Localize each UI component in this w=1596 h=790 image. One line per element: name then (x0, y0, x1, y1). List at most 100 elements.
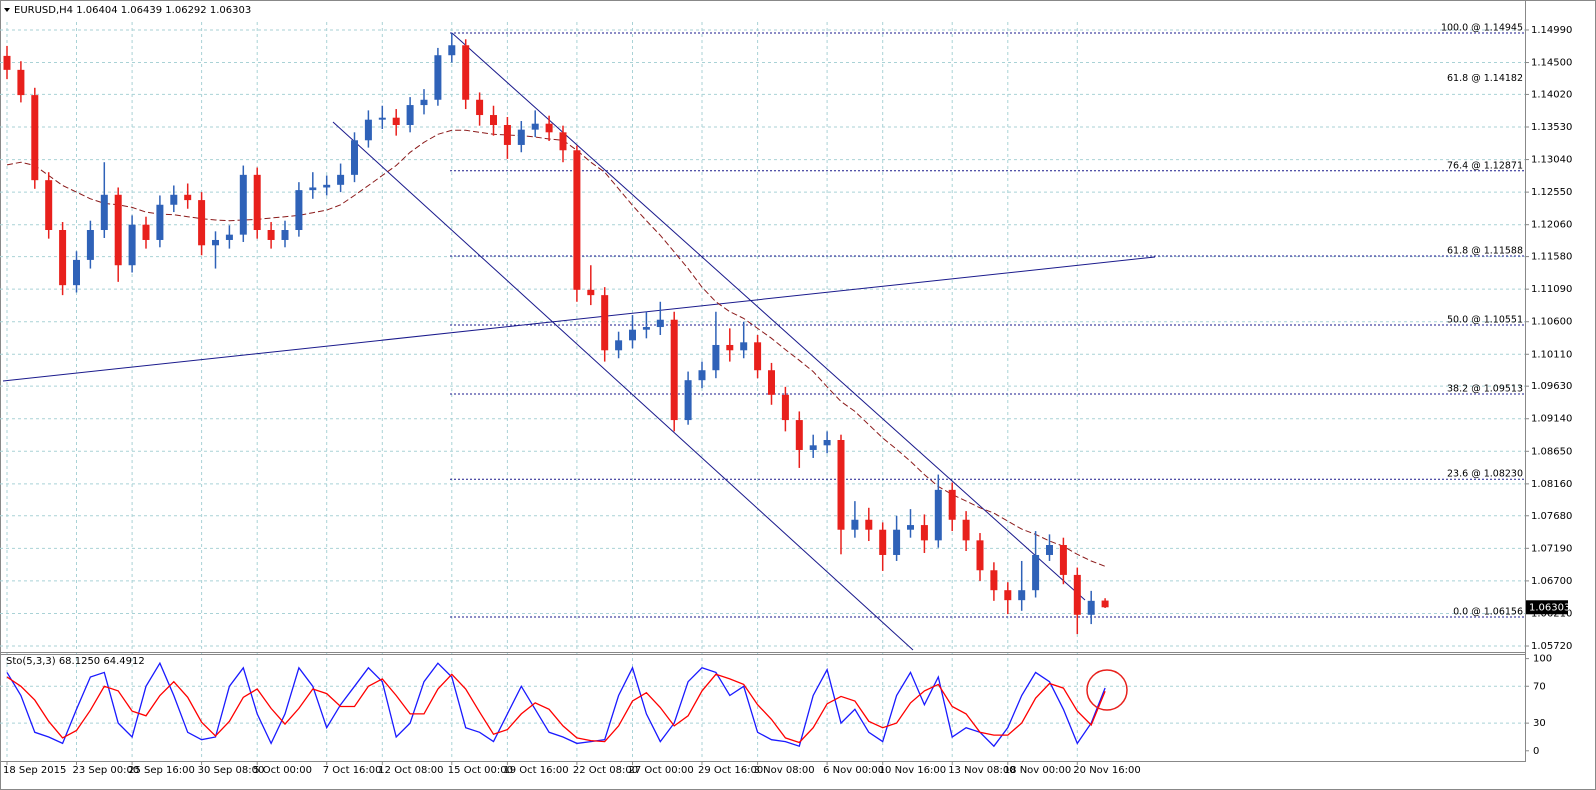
candle-body (170, 194, 178, 205)
candle-body (1059, 545, 1067, 575)
candle-body (3, 55, 11, 70)
candle-body (698, 370, 706, 381)
x-tick-label: 30 Sep 08:00 (198, 765, 265, 776)
y-tick-label: 1.11580 (1531, 252, 1572, 263)
candle-body (490, 115, 497, 126)
candle-body (351, 140, 358, 175)
indicator-line (6, 673, 1106, 744)
fib-label: 100.0 @ 1.14945 (1441, 22, 1523, 33)
candle-body (837, 440, 845, 530)
candle-body (1018, 590, 1026, 601)
candle-body (865, 519, 873, 530)
y-tick-label: 1.14020 (1531, 89, 1572, 100)
candle-body (517, 129, 525, 145)
candle-body (948, 489, 956, 520)
candle-body (962, 519, 970, 541)
candle-body (114, 194, 122, 266)
candle-body (323, 184, 331, 188)
candle-body (1046, 545, 1053, 555)
candle-body (531, 123, 539, 130)
candle-body (364, 119, 372, 141)
candle-body (712, 344, 720, 371)
x-tick-label: 27 Oct 00:00 (629, 765, 694, 776)
close: 1.06303 (210, 5, 251, 16)
symbol: EURUSD,H4 (14, 5, 73, 16)
candle-body (1073, 574, 1081, 615)
candle-body (86, 230, 94, 260)
y-tick-label: 1.10110 (1531, 349, 1572, 360)
candle-body (601, 295, 609, 351)
candle-body (851, 519, 859, 530)
y-tick-label: 1.09140 (1531, 414, 1572, 425)
y-tick-label: 1.08160 (1531, 479, 1572, 490)
candle-body (684, 380, 692, 421)
x-tick-label: 15 Oct 00:00 (448, 765, 513, 776)
y-tick-label: 1.11090 (1531, 284, 1572, 295)
y-tick-label: 0 (1533, 746, 1539, 757)
candle-body (670, 319, 678, 421)
x-tick-label: 10 Nov 16:00 (879, 765, 946, 776)
plot (3, 32, 1525, 748)
candle-body (59, 230, 67, 286)
candle-body (156, 204, 164, 240)
candle-body (17, 69, 25, 96)
fib-label: 61.8 @ 1.14182 (1447, 73, 1523, 84)
candle-body (45, 180, 53, 231)
x-tick-label: 23 Sep 00:00 (73, 765, 140, 776)
candle-body (253, 174, 261, 231)
moving-average (6, 129, 1106, 567)
candle-body (267, 230, 275, 240)
candle-body (545, 123, 553, 133)
candle-body (337, 174, 345, 185)
fib-label: 38.2 @ 1.09513 (1447, 383, 1523, 394)
candle-body (420, 99, 428, 106)
candle-body (100, 194, 108, 231)
candle-body (629, 329, 636, 341)
x-tick-label: 18 Sep 2015 (3, 765, 66, 776)
candle-body (795, 420, 803, 450)
candle-body (976, 540, 984, 571)
candle-body (309, 187, 317, 191)
low: 1.06292 (165, 5, 206, 16)
fib-label: 23.6 @ 1.08230 (1447, 469, 1523, 480)
y-tick-label: 70 (1533, 681, 1546, 692)
y-tick-label: 1.05720 (1531, 641, 1572, 652)
channel-lower (332, 121, 914, 651)
candle-body (128, 224, 136, 266)
fib-label: 76.4 @ 1.12871 (1447, 160, 1523, 171)
x-tick-label: 19 Oct 16:00 (503, 765, 568, 776)
fib-label: 61.8 @ 1.11588 (1447, 246, 1523, 257)
x-tick-label: 18 Nov 00:00 (1004, 765, 1071, 776)
candle-body (907, 525, 914, 530)
candle-body (823, 440, 831, 446)
x-tick-label: 12 Oct 08:00 (378, 765, 443, 776)
candle-body (559, 132, 567, 151)
candle-body (768, 370, 775, 395)
price-label: 1.06303 (1529, 602, 1570, 613)
candle-body (503, 125, 511, 145)
x-tick-label: 25 Sep 16:00 (128, 765, 195, 776)
candle-body (184, 194, 192, 201)
candle-body (476, 99, 484, 116)
price-box (1526, 600, 1568, 615)
candle-body (31, 95, 39, 181)
y-tick-label: 1.06700 (1531, 576, 1572, 587)
y-tick-label: 1.14500 (1531, 58, 1572, 69)
y-tick-label: 1.10600 (1531, 317, 1572, 328)
high: 1.06439 (121, 5, 162, 16)
candle-body (1004, 590, 1012, 601)
open: 1.06404 (76, 5, 117, 16)
candle-body (726, 344, 734, 351)
y-tick-label: 1.12060 (1531, 220, 1572, 231)
symbol-header: EURUSD,H4 1.06404 1.06439 1.06292 1.0630… (14, 5, 251, 16)
x-tick-label: 13 Nov 08:00 (948, 765, 1015, 776)
menu-arrow (4, 8, 10, 12)
candle-body (73, 259, 80, 286)
x-tick-label: 3 Nov 08:00 (754, 765, 815, 776)
x-tick-label: 22 Oct 08:00 (573, 765, 638, 776)
candle-body (462, 45, 470, 100)
indicator-line (6, 661, 1106, 748)
candle-body (406, 105, 414, 126)
candle-body (239, 174, 247, 235)
